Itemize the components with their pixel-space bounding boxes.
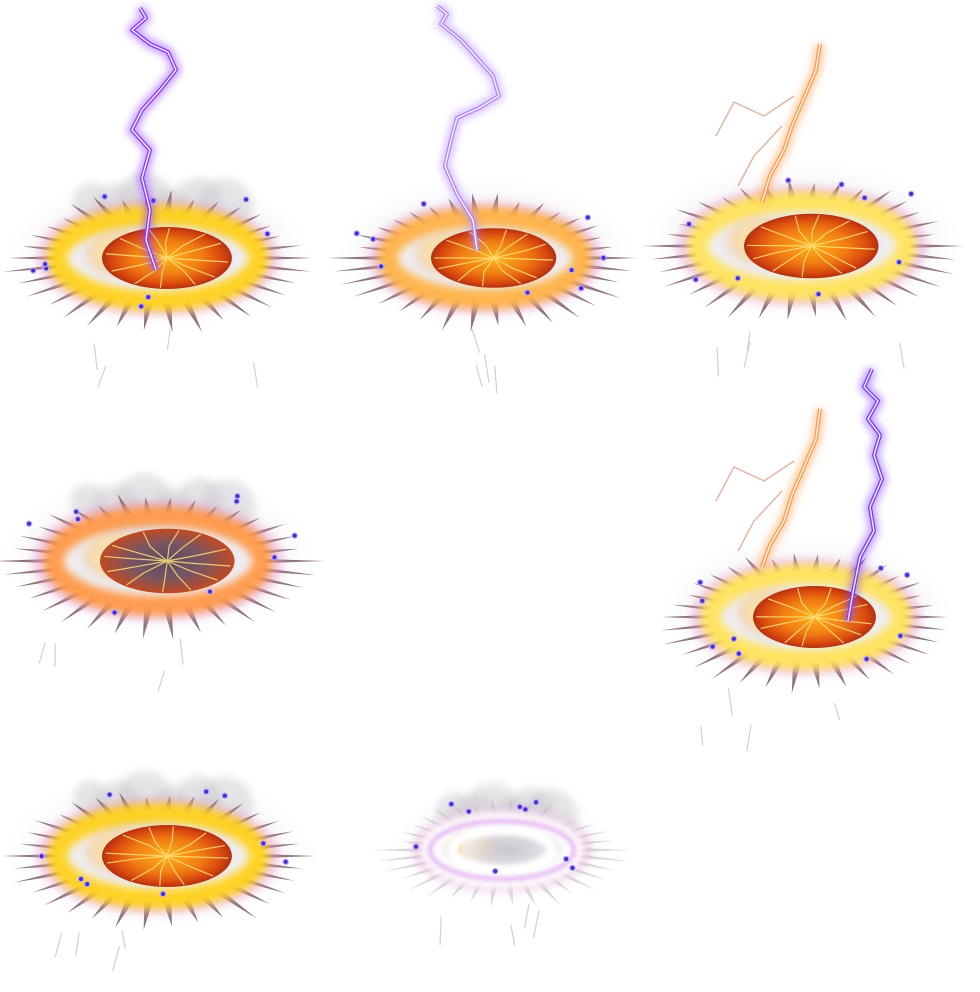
explosion-sprite [0, 331, 326, 661]
sprite-frame-3 [654, 0, 980, 330]
sprite-frame-9-empty [654, 662, 980, 992]
sprite-frame-1 [0, 0, 326, 330]
debris-streaks [440, 904, 539, 945]
explosion-sprite [0, 0, 326, 330]
sprite-frame-4 [0, 331, 326, 661]
explosion-sprite [327, 0, 653, 330]
sprite-frame-6 [654, 331, 980, 661]
sprite-frame-5-empty [327, 331, 653, 661]
explosion-sprite [327, 662, 653, 992]
sprite-frame-2 [327, 0, 653, 330]
explosion-sprite [654, 0, 980, 330]
explosion-sprite [654, 331, 980, 661]
debris-streaks [55, 930, 125, 971]
sprite-frame-7 [0, 662, 326, 992]
empty-sprite-slot [327, 331, 653, 661]
explosion-sprite [0, 662, 326, 992]
empty-sprite-slot [654, 662, 980, 992]
sprite-frame-8 [327, 662, 653, 992]
